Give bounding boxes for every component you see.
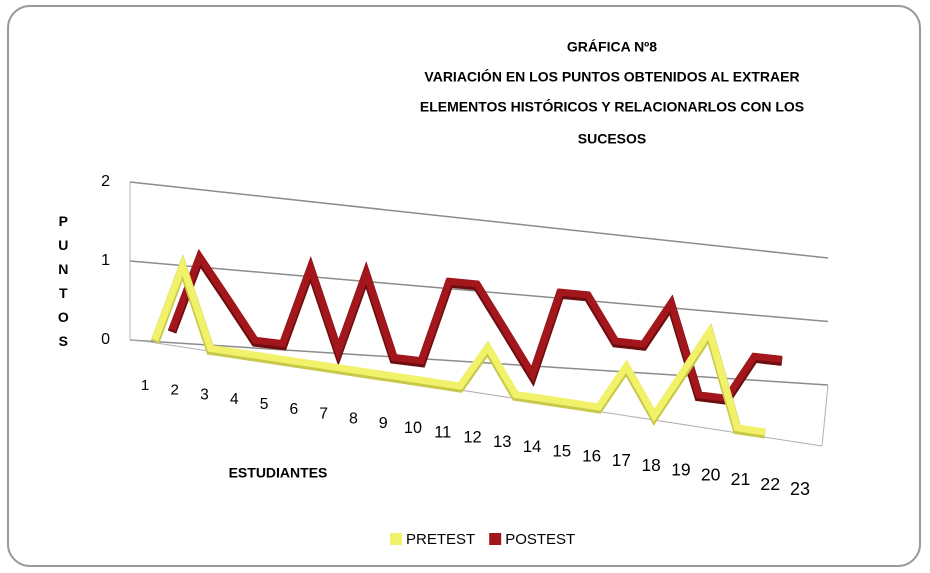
series-line <box>151 254 766 436</box>
chart-title: SUCESOS <box>578 131 646 147</box>
x-tick-label: 21 <box>731 469 751 489</box>
x-tick-label: 7 <box>319 406 328 423</box>
chart-title: VARIACIÓN EN LOS PUNTOS OBTENIDOS AL EXT… <box>424 68 799 85</box>
legend-label: POSTEST <box>505 531 575 548</box>
x-tick-label: 14 <box>523 437 542 456</box>
x-tick-label: 4 <box>230 391 239 408</box>
chart-title: ELEMENTOS HISTÓRICOS Y RELACIONARLOS CON… <box>420 98 804 115</box>
x-tick-label: 10 <box>404 419 422 437</box>
x-tick-label: 19 <box>671 460 690 480</box>
series-line <box>168 249 783 402</box>
x-tick-label: 23 <box>790 479 810 499</box>
axis-line <box>129 339 151 343</box>
legend-swatch <box>489 533 502 545</box>
x-tick-label: 6 <box>290 401 299 418</box>
x-tick-label: 11 <box>434 424 451 442</box>
chart-title: GRÁFICA Nº8 <box>567 39 657 55</box>
x-tick-label: 22 <box>760 474 780 494</box>
legend-label: PRETEST <box>406 531 475 548</box>
legend-swatch <box>390 533 402 545</box>
y-tick-label: 0 <box>101 331 110 348</box>
y-tick-label: 2 <box>101 173 110 190</box>
x-tick-label: 13 <box>493 432 512 451</box>
y-tick-label: 1 <box>101 252 110 269</box>
x-tick-label: 16 <box>582 446 601 465</box>
x-tick-label: 5 <box>260 396 269 413</box>
axis-line <box>821 384 829 447</box>
x-tick-label: 8 <box>349 410 358 427</box>
x-tick-label: 17 <box>612 450 631 470</box>
x-tick-label: 9 <box>379 414 388 432</box>
x-axis-label: ESTUDIANTES <box>229 465 328 481</box>
x-tick-label: 12 <box>463 428 481 446</box>
x-tick-label: 20 <box>701 464 721 484</box>
grid-line <box>129 181 829 259</box>
y-axis-label: PUNTOS <box>55 213 71 357</box>
x-tick-label: 1 <box>141 377 149 394</box>
x-tick-label: 2 <box>171 382 179 399</box>
x-tick-label: 3 <box>200 386 209 403</box>
x-tick-label: 15 <box>552 442 571 461</box>
x-tick-label: 18 <box>642 455 661 475</box>
